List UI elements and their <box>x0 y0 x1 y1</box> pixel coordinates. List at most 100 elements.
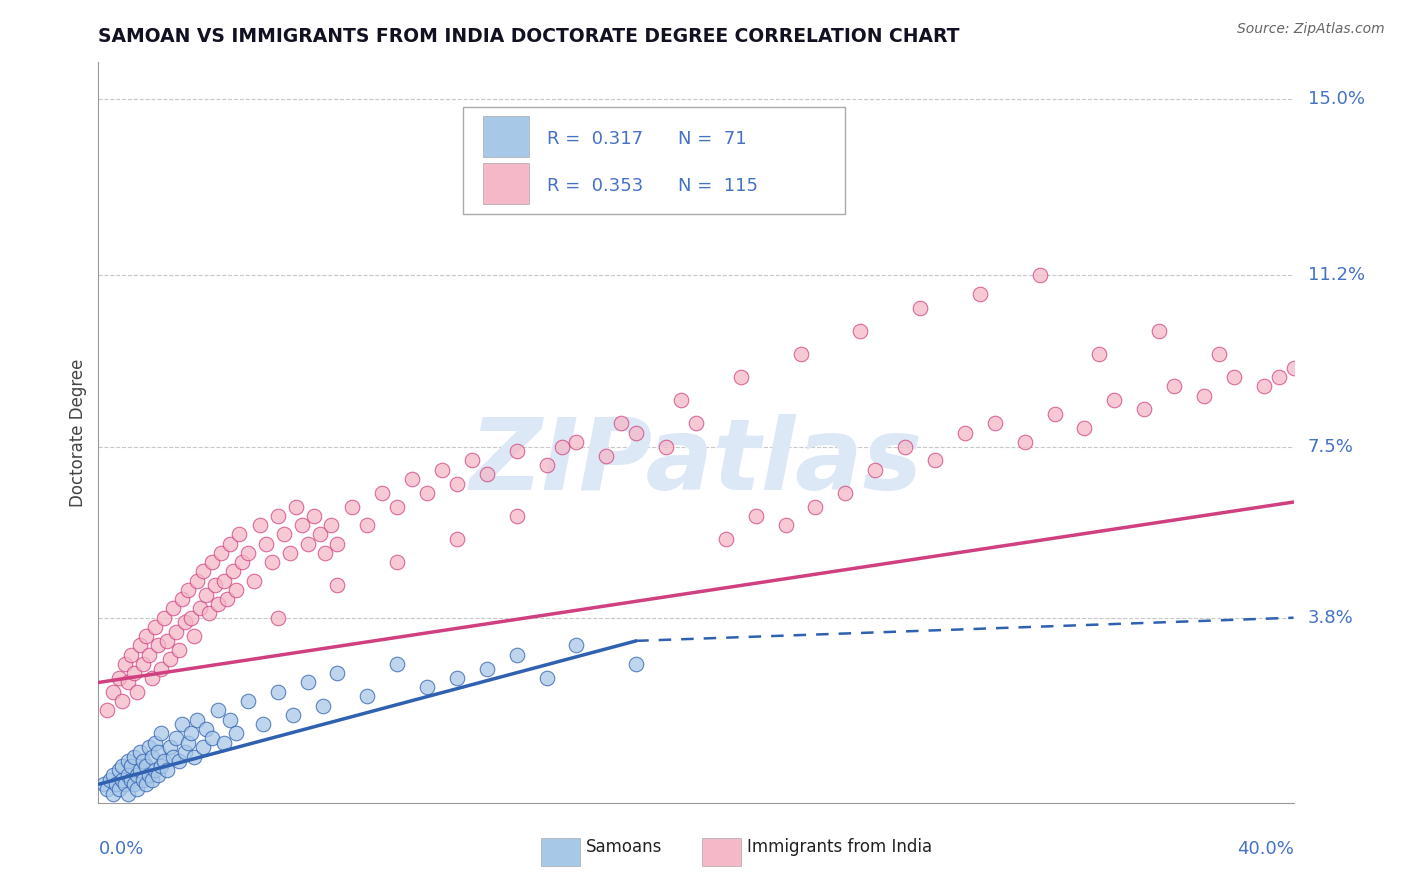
Point <box>117 675 139 690</box>
Point <box>730 370 752 384</box>
Text: Samoans: Samoans <box>586 838 662 856</box>
Point <box>984 417 1007 431</box>
Point <box>385 555 409 569</box>
Point <box>626 425 648 440</box>
Point <box>231 555 253 569</box>
Point <box>103 685 125 699</box>
Point <box>124 666 146 681</box>
Point <box>969 286 991 301</box>
Point <box>273 527 295 541</box>
Point <box>1282 360 1305 375</box>
Text: 7.5%: 7.5% <box>1308 437 1354 456</box>
Point <box>129 639 152 653</box>
Point <box>120 772 142 787</box>
Text: 15.0%: 15.0% <box>1308 90 1365 109</box>
Point <box>143 764 166 778</box>
Point <box>172 717 194 731</box>
Point <box>550 440 572 454</box>
Text: 3.8%: 3.8% <box>1308 608 1354 627</box>
Point <box>177 582 200 597</box>
Point <box>117 768 139 782</box>
Point <box>908 301 931 315</box>
Text: R =  0.353: R = 0.353 <box>547 177 643 194</box>
Point <box>894 440 917 454</box>
Point <box>321 518 343 533</box>
Point <box>135 629 157 643</box>
Point <box>127 768 149 782</box>
Point <box>195 722 218 736</box>
Point <box>198 606 221 620</box>
Point <box>446 476 468 491</box>
Point <box>103 787 125 801</box>
Point <box>254 536 277 550</box>
Point <box>188 601 211 615</box>
Point <box>506 444 529 458</box>
Point <box>356 518 378 533</box>
Point <box>475 662 498 676</box>
Point <box>165 731 187 745</box>
Point <box>1104 393 1126 408</box>
Point <box>117 787 139 801</box>
Point <box>150 662 173 676</box>
Point <box>297 536 319 550</box>
Point <box>150 726 173 740</box>
Point <box>506 648 529 662</box>
Point <box>105 777 128 791</box>
Point <box>267 685 290 699</box>
Point <box>183 749 205 764</box>
Point <box>98 772 122 787</box>
Point <box>371 485 394 500</box>
Point <box>186 574 208 588</box>
Point <box>834 485 856 500</box>
Point <box>96 781 118 796</box>
Point <box>1253 379 1275 393</box>
Point <box>108 781 131 796</box>
Bar <box>702 838 741 866</box>
Point <box>162 749 184 764</box>
Point <box>669 393 692 408</box>
Point <box>267 508 290 523</box>
Point <box>180 726 202 740</box>
Text: N =  115: N = 115 <box>678 177 758 194</box>
Point <box>180 610 202 624</box>
Text: 11.2%: 11.2% <box>1308 267 1365 285</box>
Point <box>207 703 229 717</box>
Text: N =  71: N = 71 <box>678 129 747 147</box>
Point <box>124 749 146 764</box>
Point <box>212 736 235 750</box>
Point <box>461 453 484 467</box>
Point <box>626 657 648 671</box>
Point <box>595 449 617 463</box>
Point <box>1192 389 1215 403</box>
Point <box>865 462 887 476</box>
Point <box>195 588 218 602</box>
Point <box>114 657 136 671</box>
Point <box>775 518 797 533</box>
Point <box>153 754 176 768</box>
Point <box>167 643 190 657</box>
Point <box>1073 421 1095 435</box>
Point <box>252 717 274 731</box>
Bar <box>484 116 529 157</box>
Point <box>138 768 160 782</box>
Bar <box>484 163 529 204</box>
Point <box>143 736 166 750</box>
Point <box>183 629 205 643</box>
Point <box>212 574 235 588</box>
Point <box>141 671 163 685</box>
Point <box>1088 347 1111 361</box>
Point <box>225 726 247 740</box>
Point <box>326 666 349 681</box>
Point <box>141 772 163 787</box>
Text: 0.0%: 0.0% <box>98 840 143 858</box>
Point <box>745 508 768 523</box>
Point <box>120 758 142 772</box>
Point <box>124 777 146 791</box>
FancyBboxPatch shape <box>463 107 845 214</box>
Point <box>1133 402 1156 417</box>
Point <box>236 546 259 560</box>
Text: ZIPatlas: ZIPatlas <box>470 414 922 511</box>
Point <box>207 597 229 611</box>
Point <box>243 574 266 588</box>
Point <box>311 698 333 713</box>
